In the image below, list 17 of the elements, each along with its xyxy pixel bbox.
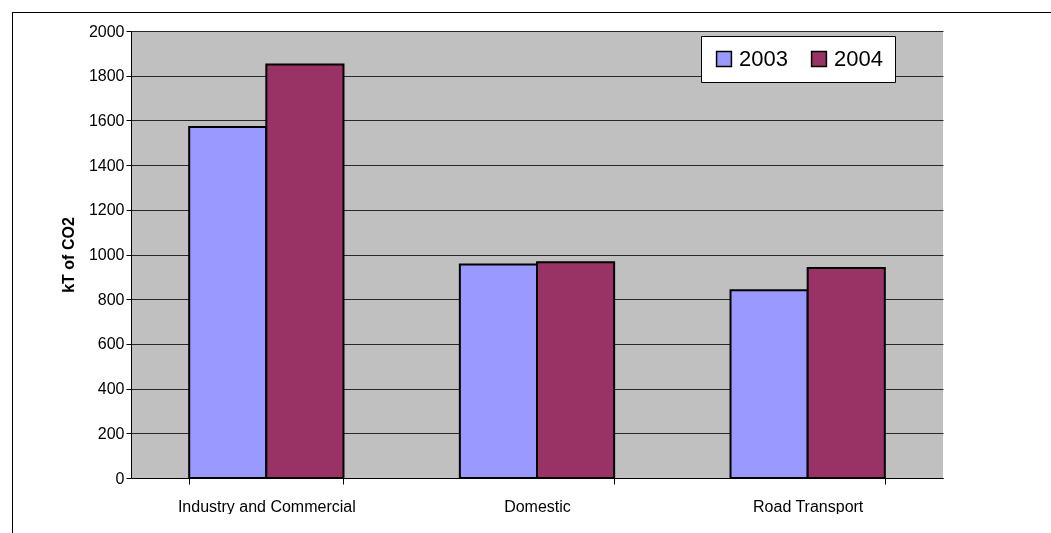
y-tick-label: 800 (97, 290, 125, 308)
x-tick-label: Road Transport (753, 497, 864, 515)
y-tick-label: 1400 (88, 156, 125, 174)
y-axis-title: kT of CO2 (59, 217, 77, 293)
x-tick-label: Industry and Commercial (177, 497, 356, 515)
y-tick-label: 1800 (88, 67, 125, 85)
y-tick-label: 1200 (88, 201, 125, 219)
y-tick-label: 0 (115, 469, 125, 487)
y-tick-label: 400 (97, 380, 125, 398)
y-tick-label: 1600 (88, 111, 125, 129)
y-tick-label: 600 (97, 335, 125, 353)
y-tick-label: 200 (97, 424, 125, 442)
x-tick-label: Domestic (504, 497, 571, 515)
legend-label: 2004 (834, 46, 883, 71)
y-tick-label: 2000 (88, 22, 125, 40)
legend-label: 2003 (739, 46, 788, 71)
y-tick-label: 1000 (88, 246, 125, 263)
